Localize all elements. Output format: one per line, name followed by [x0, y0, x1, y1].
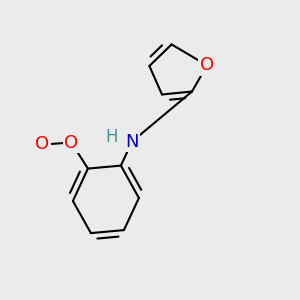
Text: O: O [200, 56, 214, 74]
Text: H: H [105, 128, 118, 146]
Text: O: O [35, 135, 49, 153]
Text: N: N [125, 133, 139, 151]
Text: O: O [64, 134, 79, 152]
